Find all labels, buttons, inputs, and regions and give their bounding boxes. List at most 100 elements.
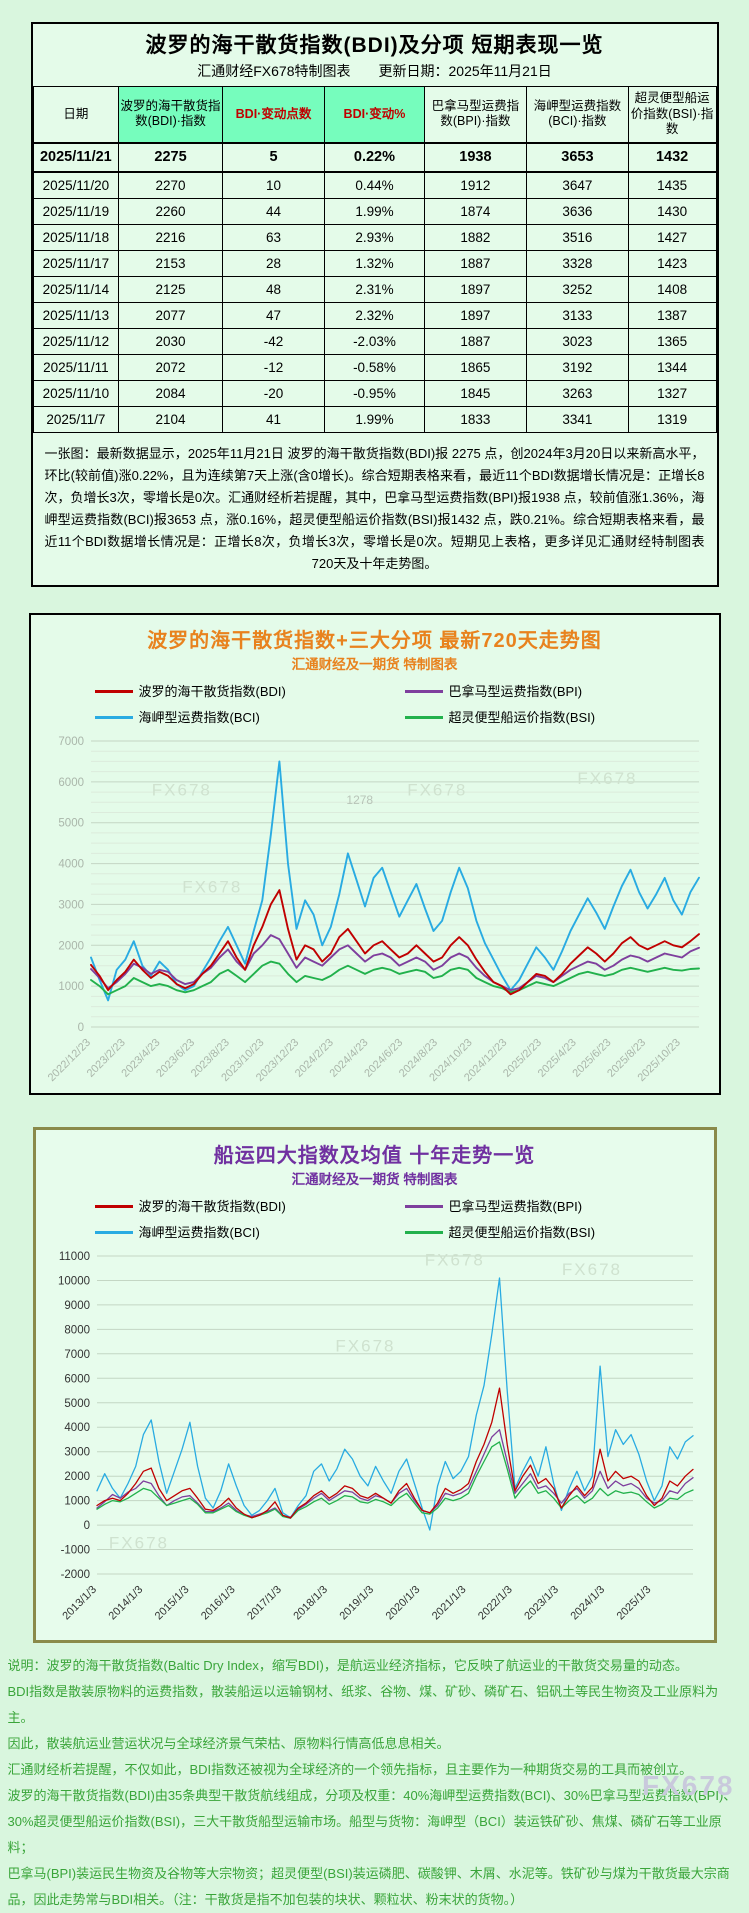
table-cell: 2025/11/13 — [32, 301, 120, 329]
chart-720-title: 波罗的海干散货指数+三大分项 最新720天走势图 — [147, 629, 602, 652]
table-cell: 2025/11/14 — [32, 275, 120, 303]
svg-text:0: 0 — [83, 1520, 89, 1532]
table-cell: 3133 — [526, 301, 629, 329]
svg-text:4000: 4000 — [64, 1422, 90, 1434]
svg-text:2022/12/23: 2022/12/23 — [45, 1037, 92, 1084]
table-cell: -0.58% — [324, 353, 425, 381]
table-cell: 1435 — [627, 171, 717, 199]
legend-swatch — [94, 1231, 133, 1235]
svg-text:2018/1/3: 2018/1/3 — [291, 1584, 330, 1623]
table-row: 2025/11/14 2125 48 2.31% 1897 3252 1408 — [32, 275, 717, 303]
table-cell: 1887 — [423, 327, 528, 355]
table-cell: 1845 — [423, 379, 528, 407]
svg-text:6000: 6000 — [58, 777, 84, 789]
table-row: 2025/11/10 2084 -20 -0.95% 1845 3263 1327 — [32, 379, 717, 407]
short-term-table-panel: 波罗的海干散货指数(BDI)及分项 短期表现一览 汇通财经FX678特制图表 更新… — [30, 22, 719, 587]
svg-text:2024/1/3: 2024/1/3 — [568, 1584, 607, 1623]
legend-label: 巴拿马型运费指数(BPI) — [448, 683, 583, 699]
table-note: 一张图：最新数据显示，2025年11月21日 波罗的海干散货指数(BDI)报 2… — [44, 445, 705, 571]
table-cell: 2025/11/20 — [32, 171, 120, 199]
legend-swatch — [94, 716, 133, 720]
svg-text:FX678: FX678 — [407, 780, 467, 799]
svg-text:2023/1/3: 2023/1/3 — [522, 1584, 561, 1623]
table-cell: 1408 — [627, 275, 717, 303]
table-cell: 2125 — [118, 275, 223, 303]
svg-text:5000: 5000 — [64, 1398, 90, 1410]
legend-item: 巴拿马型运费指数(BPI) — [404, 681, 655, 703]
table-cell: 1912 — [423, 171, 528, 199]
table-cell: 2025/11/12 — [32, 327, 120, 355]
svg-text:2017/1/3: 2017/1/3 — [245, 1584, 284, 1623]
chart-10year-title: 船运四大指数及均值 十年走势一览 — [213, 1144, 536, 1167]
table-cell: 1427 — [627, 223, 717, 251]
table-cell: 2153 — [118, 249, 223, 277]
table-cell: 2025/11/7 — [32, 405, 120, 433]
table-cell: 3023 — [526, 327, 629, 355]
table-row: 2025/11/18 2216 63 2.93% 1882 3516 1427 — [32, 223, 717, 251]
table-cell: 1432 — [627, 142, 717, 173]
table-cell: 2216 — [118, 223, 223, 251]
table-cell: -0.95% — [324, 379, 425, 407]
legend-swatch — [404, 1205, 443, 1209]
table-cell: 3653 — [526, 142, 629, 173]
svg-text:11000: 11000 — [58, 1251, 89, 1263]
svg-text:-2000: -2000 — [60, 1569, 89, 1581]
table-cell: 2260 — [118, 197, 223, 225]
table-cell: 5 — [221, 142, 326, 173]
table-cell: 1327 — [627, 379, 717, 407]
table-cell: 1938 — [423, 142, 528, 173]
table-cell: 2270 — [118, 171, 223, 199]
svg-text:4000: 4000 — [58, 858, 84, 870]
table-cell: 41 — [221, 405, 326, 433]
svg-text:2022/1/3: 2022/1/3 — [476, 1584, 515, 1623]
svg-text:7000: 7000 — [64, 1349, 90, 1361]
table-cell: 1865 — [423, 353, 528, 381]
svg-text:6000: 6000 — [64, 1373, 90, 1385]
svg-text:2021/1/3: 2021/1/3 — [429, 1584, 468, 1623]
svg-text:8000: 8000 — [64, 1324, 90, 1336]
description-line: BDI指数是散装原物料的运费指数，散装船运以运输钢材、纸浆、谷物、煤、矿砂、磷矿… — [7, 1683, 719, 1725]
svg-text:2013/1/3: 2013/1/3 — [60, 1584, 99, 1623]
description-block: 说明：波罗的海干散货指数(Baltic Dry Index，缩写BDI)，是航运… — [8, 1653, 742, 1913]
table-cell: 1423 — [627, 249, 717, 277]
table-cell: 2025/11/21 — [32, 142, 120, 173]
legend-label: 超灵便型船运价指数(BSI) — [448, 709, 596, 725]
table-cell: 3328 — [526, 249, 629, 277]
column-header: 超灵便型船运价指数(BSI)·指数 — [627, 85, 717, 144]
table-cell: -2.03% — [324, 327, 425, 355]
svg-text:3000: 3000 — [58, 899, 84, 911]
chart-10year-legend: 波罗的海干散货指数(BDI) 巴拿马型运费指数(BPI) 海岬型运费指数(BCI) 超… — [42, 1196, 708, 1244]
table-cell: 2025/11/10 — [32, 379, 120, 407]
table-cell: 2025/11/11 — [32, 353, 120, 381]
table-cell: 2275 — [118, 142, 223, 173]
table-subtitle-source: 汇通财经FX678特制图表 — [197, 63, 351, 79]
svg-text:2000: 2000 — [64, 1471, 90, 1483]
table-update-date: 更新日期：2025年11月21日 — [378, 63, 552, 79]
legend-item: 海岬型运费指数(BCI) — [94, 707, 345, 729]
table-cell: 1882 — [423, 223, 528, 251]
table-cell: 1897 — [423, 301, 528, 329]
table-cell: 1.99% — [324, 197, 425, 225]
legend-swatch — [94, 1205, 133, 1209]
svg-text:3000: 3000 — [64, 1447, 90, 1459]
legend-item: 超灵便型船运价指数(BSI) — [404, 1222, 655, 1244]
svg-text:FX678: FX678 — [108, 1533, 168, 1552]
description-line: 波罗的海干散货指数(BDI)由35条典型干散货航线组成，分项及权重：40%海岬型… — [7, 1787, 737, 1803]
legend-swatch — [404, 716, 443, 720]
svg-text:7000: 7000 — [58, 736, 84, 748]
table-cell: 3636 — [526, 197, 629, 225]
legend-item: 海岬型运费指数(BCI) — [94, 1222, 345, 1244]
table-cell: 1319 — [627, 405, 717, 433]
table-cell: 2.31% — [324, 275, 425, 303]
table-cell: 44 — [221, 197, 326, 225]
svg-text:10000: 10000 — [58, 1275, 90, 1287]
legend-item: 巴拿马型运费指数(BPI) — [404, 1196, 655, 1218]
table-cell: -12 — [221, 353, 326, 381]
chart-720-legend: 波罗的海干散货指数(BDI) 巴拿马型运费指数(BPI) 海岬型运费指数(BCI) 超… — [37, 681, 713, 729]
table-cell: 2025/11/18 — [32, 223, 120, 251]
table-cell: -42 — [221, 327, 326, 355]
table-row: 2025/11/20 2270 10 0.44% 1912 3647 1435 — [32, 171, 717, 199]
chart-10year-subtitle: 汇通财经及一期货 特制图表 — [291, 1171, 458, 1187]
description-line: 说明：波罗的海干散货指数(Baltic Dry Index，缩写BDI)，是航运… — [7, 1657, 688, 1673]
chart-10year-panel: 船运四大指数及均值 十年走势一览 汇通财经及一期货 特制图表 波罗的海干散货指数… — [32, 1126, 717, 1643]
